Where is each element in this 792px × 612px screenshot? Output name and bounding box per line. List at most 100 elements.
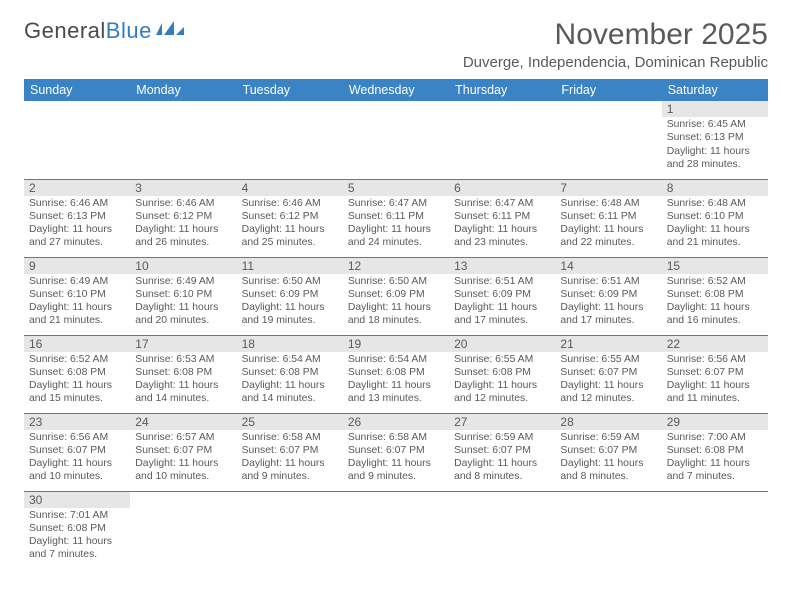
calendar-cell: 8Sunrise: 6:48 AMSunset: 6:10 PMDaylight… [662,179,768,257]
day-info: Sunrise: 6:59 AMSunset: 6:07 PMDaylight:… [449,430,555,486]
day-number: 27 [449,414,555,430]
day-number: 11 [237,258,343,274]
day-info: Sunrise: 6:54 AMSunset: 6:08 PMDaylight:… [343,352,449,408]
calendar-cell: 1Sunrise: 6:45 AMSunset: 6:13 PMDaylight… [662,101,768,179]
calendar-cell: 18Sunrise: 6:54 AMSunset: 6:08 PMDayligh… [237,335,343,413]
day-info: Sunrise: 6:46 AMSunset: 6:12 PMDaylight:… [130,196,236,252]
day-number: 12 [343,258,449,274]
weekday-header: Thursday [449,79,555,101]
calendar-cell: 17Sunrise: 6:53 AMSunset: 6:08 PMDayligh… [130,335,236,413]
calendar-cell: 7Sunrise: 6:48 AMSunset: 6:11 PMDaylight… [555,179,661,257]
logo-text-b: Blue [106,18,152,43]
calendar-week-row: 1Sunrise: 6:45 AMSunset: 6:13 PMDaylight… [24,101,768,179]
weekday-header: Monday [130,79,236,101]
day-info: Sunrise: 6:54 AMSunset: 6:08 PMDaylight:… [237,352,343,408]
calendar-week-row: 23Sunrise: 6:56 AMSunset: 6:07 PMDayligh… [24,413,768,491]
calendar-cell [130,491,236,569]
day-info: Sunrise: 6:49 AMSunset: 6:10 PMDaylight:… [24,274,130,330]
day-number: 14 [555,258,661,274]
day-number: 2 [24,180,130,196]
weekday-header: Sunday [24,79,130,101]
logo: GeneralBlue [24,18,186,44]
calendar-cell: 6Sunrise: 6:47 AMSunset: 6:11 PMDaylight… [449,179,555,257]
day-number: 3 [130,180,236,196]
calendar-cell: 2Sunrise: 6:46 AMSunset: 6:13 PMDaylight… [24,179,130,257]
calendar-cell: 9Sunrise: 6:49 AMSunset: 6:10 PMDaylight… [24,257,130,335]
day-number: 18 [237,336,343,352]
day-info: Sunrise: 6:50 AMSunset: 6:09 PMDaylight:… [237,274,343,330]
calendar-week-row: 2Sunrise: 6:46 AMSunset: 6:13 PMDaylight… [24,179,768,257]
calendar-cell: 15Sunrise: 6:52 AMSunset: 6:08 PMDayligh… [662,257,768,335]
calendar-cell [343,491,449,569]
day-number: 24 [130,414,236,430]
day-info: Sunrise: 6:52 AMSunset: 6:08 PMDaylight:… [24,352,130,408]
calendar-table: Sunday Monday Tuesday Wednesday Thursday… [24,79,768,569]
calendar-cell [555,491,661,569]
day-info: Sunrise: 6:57 AMSunset: 6:07 PMDaylight:… [130,430,236,486]
day-number: 7 [555,180,661,196]
day-number: 28 [555,414,661,430]
calendar-cell: 23Sunrise: 6:56 AMSunset: 6:07 PMDayligh… [24,413,130,491]
day-number: 16 [24,336,130,352]
day-number: 8 [662,180,768,196]
calendar-cell: 11Sunrise: 6:50 AMSunset: 6:09 PMDayligh… [237,257,343,335]
weekday-header: Friday [555,79,661,101]
day-info: Sunrise: 6:50 AMSunset: 6:09 PMDaylight:… [343,274,449,330]
day-info: Sunrise: 6:53 AMSunset: 6:08 PMDaylight:… [130,352,236,408]
calendar-cell: 25Sunrise: 6:58 AMSunset: 6:07 PMDayligh… [237,413,343,491]
calendar-cell: 13Sunrise: 6:51 AMSunset: 6:09 PMDayligh… [449,257,555,335]
calendar-cell: 26Sunrise: 6:58 AMSunset: 6:07 PMDayligh… [343,413,449,491]
calendar-cell: 16Sunrise: 6:52 AMSunset: 6:08 PMDayligh… [24,335,130,413]
day-number: 5 [343,180,449,196]
day-info: Sunrise: 6:55 AMSunset: 6:07 PMDaylight:… [555,352,661,408]
day-info: Sunrise: 7:00 AMSunset: 6:08 PMDaylight:… [662,430,768,486]
day-info: Sunrise: 6:48 AMSunset: 6:11 PMDaylight:… [555,196,661,252]
day-info: Sunrise: 6:56 AMSunset: 6:07 PMDaylight:… [24,430,130,486]
day-number: 21 [555,336,661,352]
day-number: 30 [24,492,130,508]
calendar-cell: 21Sunrise: 6:55 AMSunset: 6:07 PMDayligh… [555,335,661,413]
page-subtitle: Duverge, Independencia, Dominican Republ… [24,54,768,71]
day-number: 20 [449,336,555,352]
day-info: Sunrise: 6:45 AMSunset: 6:13 PMDaylight:… [662,117,768,173]
calendar-cell: 14Sunrise: 6:51 AMSunset: 6:09 PMDayligh… [555,257,661,335]
calendar-cell [662,491,768,569]
day-number: 26 [343,414,449,430]
day-number: 15 [662,258,768,274]
page-title: November 2025 [555,18,768,52]
header-row: GeneralBlue November 2025 [24,18,768,52]
day-info: Sunrise: 6:46 AMSunset: 6:12 PMDaylight:… [237,196,343,252]
weekday-header: Saturday [662,79,768,101]
flag-icon [156,21,186,42]
calendar-cell [555,101,661,179]
day-info: Sunrise: 6:52 AMSunset: 6:08 PMDaylight:… [662,274,768,330]
calendar-cell: 20Sunrise: 6:55 AMSunset: 6:08 PMDayligh… [449,335,555,413]
day-number: 1 [662,101,768,117]
day-number: 25 [237,414,343,430]
day-number: 9 [24,258,130,274]
day-number: 10 [130,258,236,274]
day-info: Sunrise: 6:47 AMSunset: 6:11 PMDaylight:… [449,196,555,252]
day-number: 17 [130,336,236,352]
day-info: Sunrise: 6:59 AMSunset: 6:07 PMDaylight:… [555,430,661,486]
day-info: Sunrise: 6:51 AMSunset: 6:09 PMDaylight:… [449,274,555,330]
day-info: Sunrise: 6:55 AMSunset: 6:08 PMDaylight:… [449,352,555,408]
day-number: 6 [449,180,555,196]
day-number: 23 [24,414,130,430]
calendar-cell [343,101,449,179]
calendar-cell: 24Sunrise: 6:57 AMSunset: 6:07 PMDayligh… [130,413,236,491]
day-number: 4 [237,180,343,196]
day-info: Sunrise: 6:58 AMSunset: 6:07 PMDaylight:… [237,430,343,486]
logo-text-a: General [24,18,106,43]
calendar-cell: 22Sunrise: 6:56 AMSunset: 6:07 PMDayligh… [662,335,768,413]
calendar-cell [130,101,236,179]
weekday-header-row: Sunday Monday Tuesday Wednesday Thursday… [24,79,768,101]
calendar-week-row: 16Sunrise: 6:52 AMSunset: 6:08 PMDayligh… [24,335,768,413]
calendar-cell: 12Sunrise: 6:50 AMSunset: 6:09 PMDayligh… [343,257,449,335]
day-info: Sunrise: 6:49 AMSunset: 6:10 PMDaylight:… [130,274,236,330]
calendar-page: GeneralBlue November 2025 Duverge, Indep… [0,0,792,587]
calendar-cell [237,101,343,179]
calendar-week-row: 30Sunrise: 7:01 AMSunset: 6:08 PMDayligh… [24,491,768,569]
calendar-cell: 28Sunrise: 6:59 AMSunset: 6:07 PMDayligh… [555,413,661,491]
calendar-cell: 3Sunrise: 6:46 AMSunset: 6:12 PMDaylight… [130,179,236,257]
